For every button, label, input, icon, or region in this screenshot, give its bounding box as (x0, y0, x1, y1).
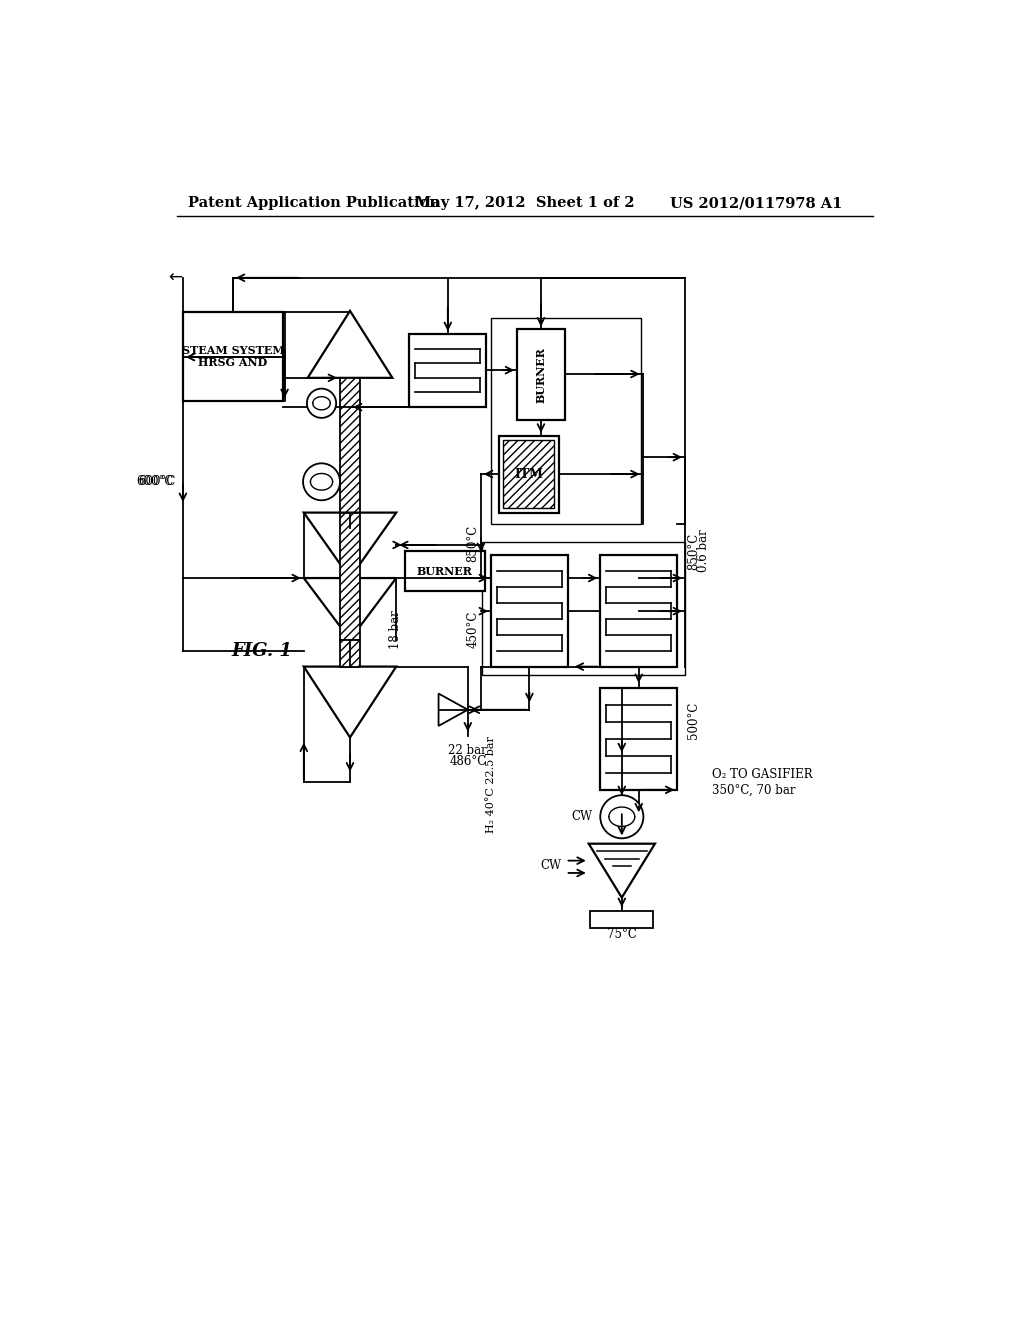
Text: HRSG AND: HRSG AND (199, 358, 267, 368)
Polygon shape (304, 578, 396, 640)
Text: ←: ← (168, 269, 182, 286)
Text: 75°C: 75°C (607, 928, 637, 941)
Bar (340, 640, 360, 667)
Text: STEAM SYSTEM: STEAM SYSTEM (181, 345, 285, 356)
Circle shape (303, 463, 340, 500)
Text: Patent Application Publication: Patent Application Publication (188, 197, 440, 210)
Polygon shape (307, 312, 392, 378)
Text: ITM: ITM (514, 467, 543, 480)
Text: FIG. 1: FIG. 1 (231, 643, 292, 660)
Text: May 17, 2012  Sheet 1 of 2: May 17, 2012 Sheet 1 of 2 (416, 197, 635, 210)
Bar (410, 334, 486, 407)
Bar (340, 512, 360, 640)
Text: CW: CW (541, 859, 562, 871)
Text: 500°C: 500°C (687, 702, 700, 739)
Bar (590, 911, 653, 928)
Text: 850°C: 850°C (687, 532, 700, 570)
Bar (490, 318, 641, 524)
Text: 0.6 bar: 0.6 bar (697, 529, 711, 573)
Bar (517, 330, 565, 420)
Bar (503, 441, 554, 508)
Text: 600°C: 600°C (138, 475, 175, 488)
Text: O₂ TO GASIFIER: O₂ TO GASIFIER (712, 768, 812, 781)
Text: 450°C: 450°C (466, 611, 479, 648)
Bar (600, 688, 677, 789)
Bar (404, 552, 484, 591)
Text: BURNER: BURNER (536, 347, 547, 403)
Bar (482, 543, 685, 675)
Text: 850°C: 850°C (466, 525, 479, 562)
Bar (499, 436, 559, 512)
Bar (490, 554, 568, 667)
Polygon shape (304, 512, 396, 578)
Circle shape (307, 388, 336, 418)
Bar (340, 378, 360, 528)
Polygon shape (304, 667, 396, 738)
Text: 22 bar: 22 bar (449, 743, 487, 756)
Text: BURNER: BURNER (417, 566, 473, 577)
Circle shape (600, 795, 643, 838)
Text: 18 bar: 18 bar (389, 610, 402, 649)
Polygon shape (589, 843, 655, 898)
Bar (183, 313, 283, 401)
Text: H₂ 40°C 22.5 bar: H₂ 40°C 22.5 bar (486, 737, 497, 833)
Text: 486°C: 486°C (450, 755, 486, 768)
Text: US 2012/0117978 A1: US 2012/0117978 A1 (670, 197, 842, 210)
Text: 600°C: 600°C (136, 475, 174, 488)
Text: 350°C, 70 bar: 350°C, 70 bar (712, 783, 796, 796)
Bar (600, 554, 677, 667)
Text: CW: CW (571, 810, 593, 824)
Polygon shape (438, 693, 468, 726)
